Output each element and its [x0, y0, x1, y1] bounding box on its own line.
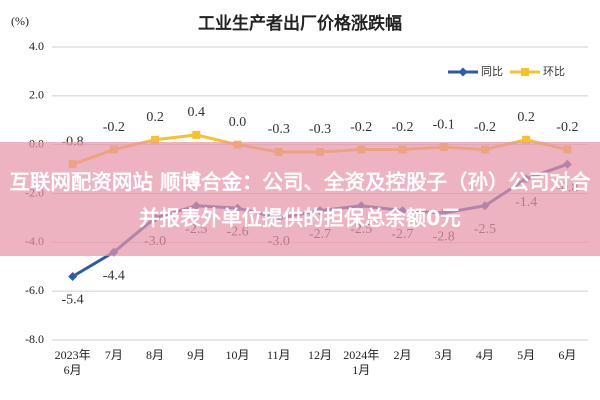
marker [68, 272, 78, 282]
y-tick-label: 4.0 [29, 39, 44, 53]
data-label: -0.2 [350, 120, 372, 135]
banner-text: 互联网配资网站 顺博合金：公司、全资及控股子（孙）公司对合并报表外单位提供的担保… [9, 170, 591, 230]
data-label: -0.3 [268, 122, 290, 137]
x-tick-label: 3月 [434, 348, 453, 362]
y-tick-label: -8.0 [25, 332, 44, 346]
data-label: 0.2 [517, 110, 535, 125]
data-label: -0.2 [474, 120, 496, 135]
x-tick-label: 6月 [558, 348, 577, 362]
x-tick-label: 9月 [187, 348, 206, 362]
marker [458, 67, 468, 77]
data-label: -0.1 [433, 117, 455, 132]
x-tick-label: 2月 [393, 348, 412, 362]
data-label: -0.2 [103, 120, 125, 135]
marker [521, 68, 529, 76]
data-label: 0.0 [229, 115, 247, 130]
data-label: 0.4 [188, 105, 206, 120]
x-tick-label: 2023年 6月 [54, 348, 91, 377]
chart-title: 工业生产者出厂价格涨跌幅 [198, 13, 402, 34]
marker [192, 130, 201, 139]
data-label: -4.4 [103, 268, 125, 283]
x-tick-label: 12月 [307, 348, 332, 362]
overlay-banner: 互联网配资网站 顺博合金：公司、全资及控股子（孙）公司对合并报表外单位提供的担保… [0, 142, 600, 256]
x-tick-label: 11月 [266, 348, 291, 362]
y-tick-label: -6.0 [25, 283, 44, 297]
marker [522, 135, 531, 144]
marker [151, 135, 160, 144]
data-label: 0.2 [146, 110, 164, 125]
x-tick-label: 10月 [225, 348, 250, 362]
legend-label: 同比 [481, 65, 503, 78]
x-tick-label: 2024年 1月 [343, 348, 380, 377]
x-tick-label: 8月 [146, 348, 165, 362]
x-tick-label: 5月 [517, 348, 536, 362]
data-label: -0.3 [309, 122, 331, 137]
y-axis-label: (%) [11, 14, 29, 28]
x-tick-label: 4月 [475, 348, 494, 362]
data-label: -0.2 [556, 120, 578, 135]
legend-label: 环比 [543, 65, 565, 78]
data-label: -0.2 [391, 120, 413, 135]
x-tick-label: 7月 [104, 348, 123, 362]
y-tick-label: 2.0 [29, 88, 44, 102]
data-label: -5.4 [62, 293, 84, 308]
